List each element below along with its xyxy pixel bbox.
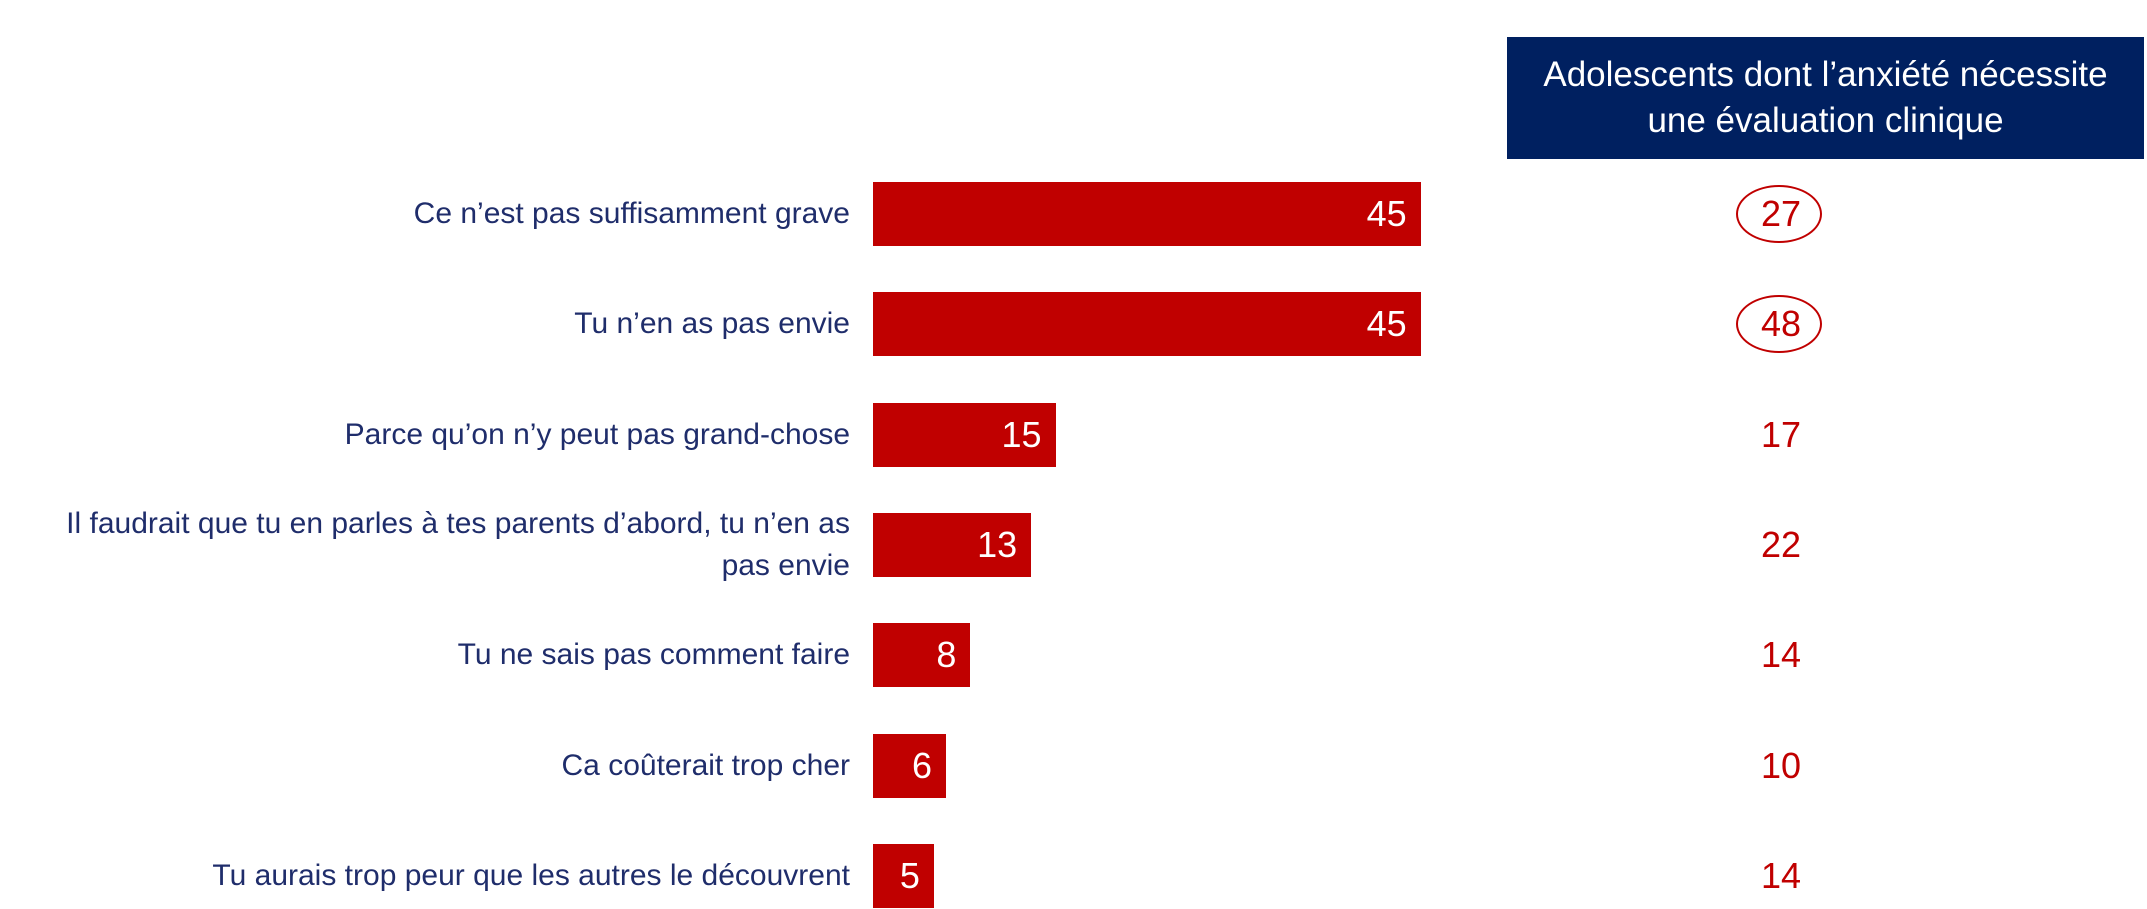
column-value: 14 (1760, 854, 1802, 896)
bar (873, 733, 947, 798)
column-value: 10 (1760, 744, 1802, 786)
value-label: 13 (977, 523, 1018, 565)
value-label: 45 (1366, 303, 1407, 345)
bar (873, 292, 1421, 357)
column-value: 14 (1760, 634, 1802, 676)
value-label: 15 (1001, 413, 1042, 455)
bar (873, 623, 971, 688)
category-label: Tu ne sais pas comment faire (457, 638, 850, 672)
highlight-circle (1736, 295, 1822, 354)
column-value: 48 (1760, 303, 1802, 345)
value-label: 6 (911, 744, 933, 786)
bar (873, 843, 934, 908)
column-header: Adolescents dont l’anxiété nécessite une… (1507, 37, 2144, 159)
value-label: 45 (1366, 193, 1407, 234)
column-value: 22 (1760, 523, 1802, 565)
category-label: Il faudrait que tu en parles à tes paren… (66, 506, 850, 582)
value-label: 8 (936, 634, 957, 676)
bar (873, 402, 1056, 467)
category-label: Ca coûterait trop cher (561, 748, 850, 782)
bar (873, 512, 1032, 577)
column-value: 27 (1760, 193, 1802, 234)
column-value: 17 (1760, 413, 1802, 455)
value-label: 5 (899, 854, 920, 896)
category-label: Ce n’est pas suffisamment grave (413, 197, 850, 230)
bar (873, 182, 1421, 246)
highlight-circle (1736, 185, 1822, 243)
category-label: Tu aurais trop peur que les autres le dé… (212, 858, 850, 892)
category-label: Tu n’en as pas envie (574, 307, 850, 341)
category-label: Parce qu’on n’y peut pas grand-chose (344, 417, 850, 451)
